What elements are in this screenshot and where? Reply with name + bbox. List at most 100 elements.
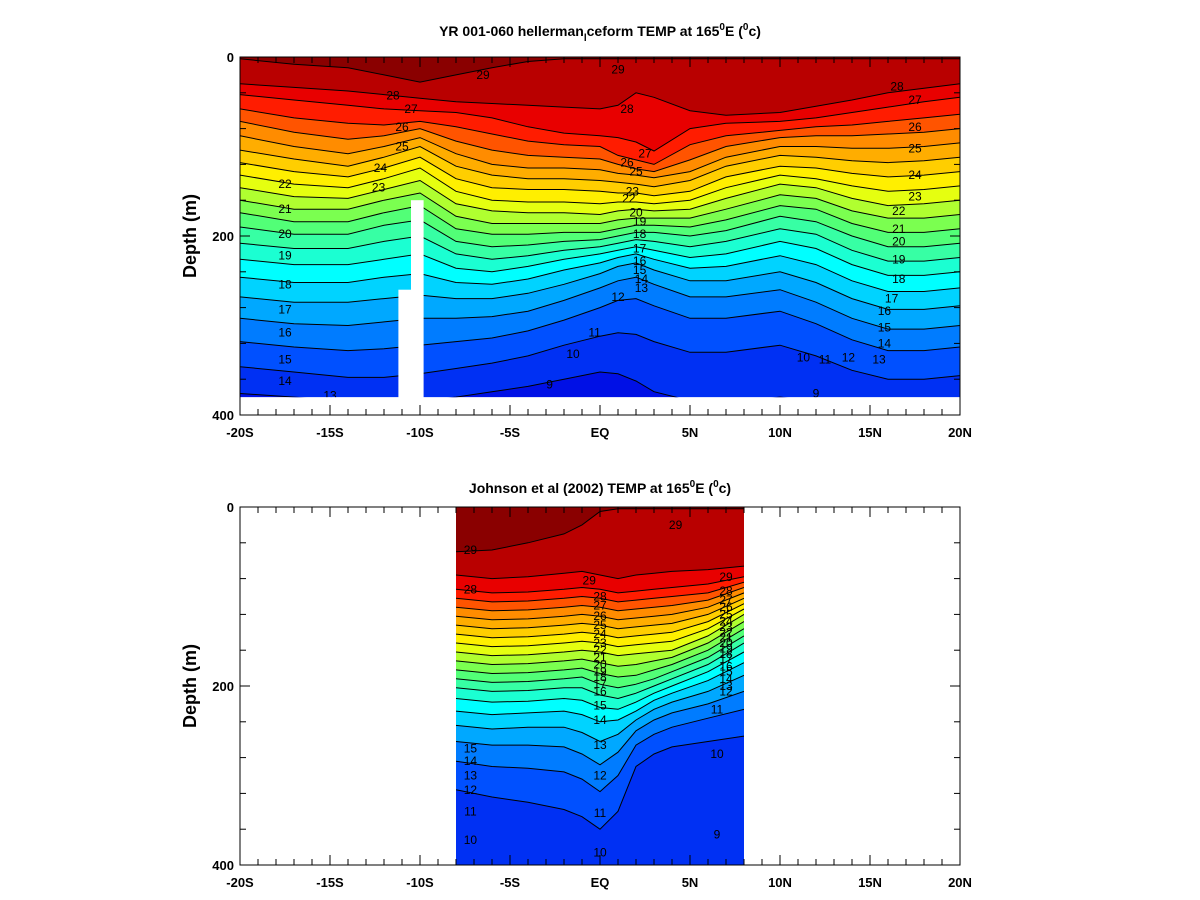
contour-label: 28 (593, 590, 607, 604)
contour-label: 11 (711, 702, 724, 716)
isotherm-20 (456, 613, 744, 657)
isotherm-12 (240, 276, 960, 330)
contour-label: 11 (588, 326, 601, 340)
contour-label: 17 (885, 292, 899, 306)
contour-label: 15 (278, 353, 292, 367)
y-tick-label: 400 (212, 858, 234, 873)
contour-label: 15 (593, 699, 607, 713)
contour-label: 15 (633, 263, 647, 277)
x-tick-label: 15N (858, 425, 882, 440)
isotherm-26 (240, 108, 960, 165)
isotherm-10 (240, 332, 960, 380)
contour-label: 27 (719, 593, 733, 607)
contour-label: 27 (638, 147, 652, 161)
isotherm-20 (240, 179, 960, 216)
contour-label: 13 (593, 738, 607, 752)
isotherm-9 (240, 371, 786, 398)
contour-label: 18 (593, 670, 607, 684)
contour-label: 26 (395, 120, 409, 134)
isotherm-14 (240, 253, 960, 292)
contour-label: 17 (719, 652, 733, 666)
isotherm-25 (456, 587, 744, 612)
isotherm-15 (240, 240, 960, 276)
contour-label: 29 (669, 518, 683, 532)
isotherm-11 (456, 708, 744, 793)
isotherm-12 (456, 690, 744, 766)
contour-label: 13 (872, 353, 886, 367)
isotherm-19 (456, 621, 744, 667)
contour-label: 29 (611, 63, 625, 77)
contour-label: 19 (719, 641, 733, 655)
isotherm-11 (240, 298, 960, 352)
x-tick-label: 20N (948, 875, 972, 890)
isotherm-25 (240, 120, 960, 173)
contour-label: 14 (635, 272, 649, 286)
contour-label: 25 (395, 140, 409, 154)
x-tick-label: -20S (226, 875, 254, 890)
contour-label: 17 (593, 677, 607, 691)
contour-label: 20 (629, 206, 643, 220)
isotherm-13 (240, 262, 960, 310)
contour-label: 10 (797, 351, 811, 365)
contour-label: 29 (719, 570, 733, 584)
isotherm-21 (456, 608, 744, 648)
contour-label: 20 (593, 658, 607, 672)
contour-label: 27 (404, 102, 418, 116)
contour-label: 29 (464, 543, 478, 557)
contour-label: 22 (593, 643, 607, 657)
contour-label: 23 (626, 184, 640, 198)
contour-label: 26 (620, 156, 634, 170)
chart-title: YR 001-060 hellermanlceform TEMP at 1650… (439, 22, 761, 44)
isotherm-16 (456, 642, 744, 700)
contour-label: 17 (633, 242, 647, 256)
contour-label: 22 (719, 625, 733, 639)
contour-label: 24 (908, 168, 922, 182)
y-tick-label: 400 (212, 408, 234, 423)
contour-label: 21 (719, 631, 733, 645)
contour-label: 25 (629, 165, 643, 179)
isotherm-16 (240, 228, 960, 262)
contour-label: 20 (719, 636, 733, 650)
contour-label: 18 (633, 227, 647, 241)
contour-label: 21 (278, 202, 292, 216)
contour-label: 12 (611, 290, 625, 304)
contour-label: 11 (594, 806, 607, 820)
contour-label: 18 (892, 272, 906, 286)
contour-label: 14 (464, 754, 478, 768)
contour-label: 23 (719, 620, 733, 634)
contour-label: 16 (878, 304, 892, 318)
contour-label: 28 (719, 584, 733, 598)
contour-label: 14 (593, 713, 607, 727)
isotherm-17 (456, 635, 744, 689)
isotherm-10 (456, 735, 744, 830)
contour-label: 28 (890, 80, 904, 94)
contour-label: 19 (633, 215, 647, 229)
contour-label: 22 (622, 191, 636, 205)
contour-label: 16 (719, 659, 733, 673)
contour-label: 23 (593, 636, 607, 650)
x-tick-label: -15S (316, 425, 344, 440)
contour-label: 22 (892, 204, 906, 218)
y-tick-label: 0 (227, 50, 234, 65)
isotherm-22 (240, 156, 960, 197)
contour-label: 28 (620, 102, 634, 116)
contour-label: 15 (464, 742, 478, 756)
isotherm-17 (240, 215, 960, 248)
x-tick-label: -20S (226, 425, 254, 440)
contour-label: 18 (719, 647, 733, 661)
contour-label: 26 (719, 600, 733, 614)
contour-label: 29 (476, 68, 490, 82)
contour-label: 13 (635, 281, 649, 295)
contour-label: 24 (719, 615, 733, 629)
x-tick-label: -5S (500, 425, 521, 440)
contour-label: 25 (908, 141, 922, 155)
contour-label: 12 (593, 769, 607, 783)
x-tick-label: -10S (406, 425, 434, 440)
y-tick-label: 200 (212, 679, 234, 694)
isotherm-15 (456, 651, 744, 710)
contour-label: 22 (278, 177, 292, 191)
contour-label: 14 (878, 336, 892, 350)
